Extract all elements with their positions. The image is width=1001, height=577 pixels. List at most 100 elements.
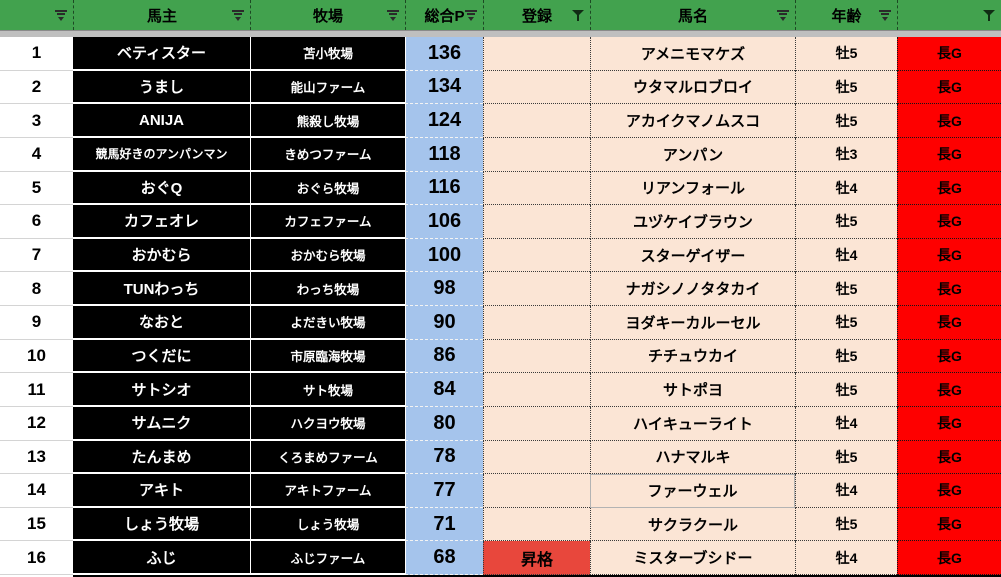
filter-button[interactable] [571, 9, 585, 21]
row-number-cell[interactable]: 8 [0, 272, 73, 306]
grade-cell[interactable]: 長G [897, 205, 1001, 239]
owner-cell[interactable]: アキト [73, 474, 250, 508]
farm-cell[interactable]: くろまめファーム [250, 440, 405, 475]
row-number-cell[interactable]: 13 [0, 440, 73, 475]
age-cell[interactable]: 牡4 [795, 474, 897, 508]
farm-cell[interactable]: 市原臨海牧場 [250, 339, 405, 374]
farm-cell[interactable]: おぐら牧場 [250, 171, 405, 206]
row-number-cell[interactable]: 12 [0, 406, 73, 441]
horse-name-cell[interactable]: ミスターブシドー [590, 541, 795, 575]
registration-cell[interactable] [483, 339, 590, 374]
row-number-cell[interactable]: 6 [0, 205, 73, 239]
grade-cell[interactable]: 長G [897, 373, 1001, 407]
age-cell[interactable]: 牡4 [795, 406, 897, 441]
horse-name-cell[interactable]: ナガシノノタタカイ [590, 272, 795, 306]
row-number-cell[interactable]: 16 [0, 541, 73, 575]
row-number-cell[interactable]: 10 [0, 339, 73, 374]
owner-cell[interactable]: つくだに [73, 339, 250, 374]
farm-cell[interactable]: 熊殺し牧場 [250, 104, 405, 138]
points-cell[interactable]: 86 [405, 339, 483, 374]
grade-cell[interactable]: 長G [897, 37, 1001, 71]
farm-cell[interactable]: 苫小牧場 [250, 37, 405, 71]
points-cell[interactable]: 77 [405, 474, 483, 508]
horse-name-cell[interactable]: ハイキューライト [590, 406, 795, 441]
farm-cell[interactable]: アキトファーム [250, 474, 405, 508]
registration-cell[interactable] [483, 70, 590, 105]
row-number-cell[interactable]: 7 [0, 238, 73, 273]
horse-name-cell[interactable]: サクラクール [590, 507, 795, 542]
registration-cell[interactable] [483, 474, 590, 508]
age-cell[interactable]: 牡5 [795, 306, 897, 340]
row-number-cell[interactable]: 4 [0, 137, 73, 172]
age-cell[interactable]: 牡3 [795, 137, 897, 172]
age-cell[interactable]: 牡5 [795, 70, 897, 105]
grade-cell[interactable]: 長G [897, 507, 1001, 542]
registration-cell[interactable] [483, 137, 590, 172]
horse-name-cell[interactable]: アメニモマケズ [590, 37, 795, 71]
owner-cell[interactable]: うまし [73, 70, 250, 105]
row-number-cell[interactable]: 3 [0, 104, 73, 138]
registration-cell[interactable] [483, 507, 590, 542]
owner-cell[interactable]: おぐQ [73, 171, 250, 206]
age-cell[interactable]: 牡5 [795, 507, 897, 542]
farm-cell[interactable]: おかむら牧場 [250, 238, 405, 273]
registration-cell[interactable] [483, 171, 590, 206]
points-cell[interactable]: 136 [405, 37, 483, 71]
row-number-cell[interactable]: 15 [0, 507, 73, 542]
horse-name-cell[interactable]: リアンフォール [590, 171, 795, 206]
horse-name-cell[interactable]: ユヅケイブラウン [590, 205, 795, 239]
row-number-cell[interactable]: 5 [0, 171, 73, 206]
points-cell[interactable]: 98 [405, 272, 483, 306]
age-cell[interactable]: 牡4 [795, 238, 897, 273]
age-cell[interactable]: 牡5 [795, 373, 897, 407]
owner-cell[interactable]: ANIJA [73, 104, 250, 138]
age-cell[interactable]: 牡5 [795, 272, 897, 306]
farm-cell[interactable]: きめつファーム [250, 137, 405, 172]
owner-cell[interactable]: 競馬好きのアンパンマン [73, 137, 250, 172]
horse-name-cell[interactable]: ヨダキーカルーセル [590, 306, 795, 340]
row-number-cell[interactable]: 14 [0, 474, 73, 508]
owner-cell[interactable]: カフェオレ [73, 205, 250, 239]
farm-cell[interactable]: 能山ファーム [250, 70, 405, 105]
farm-cell[interactable]: カフェファーム [250, 205, 405, 239]
row-number-cell[interactable]: 9 [0, 306, 73, 340]
farm-cell[interactable]: しょう牧場 [250, 507, 405, 542]
age-cell[interactable]: 牡5 [795, 339, 897, 374]
filter-button[interactable] [464, 9, 478, 21]
farm-cell[interactable]: サト牧場 [250, 373, 405, 407]
horse-name-cell[interactable]: サトポヨ [590, 373, 795, 407]
owner-cell[interactable]: ふじ [73, 541, 250, 575]
registration-cell[interactable] [483, 440, 590, 475]
owner-cell[interactable]: TUNわっち [73, 272, 250, 306]
filter-button[interactable] [386, 9, 400, 21]
owner-cell[interactable]: サトシオ [73, 373, 250, 407]
registration-cell[interactable] [483, 373, 590, 407]
filter-button[interactable] [982, 9, 996, 21]
filter-button[interactable] [231, 9, 245, 21]
age-cell[interactable]: 牡4 [795, 541, 897, 575]
points-cell[interactable]: 80 [405, 406, 483, 441]
owner-cell[interactable]: なおと [73, 306, 250, 340]
owner-cell[interactable]: たんまめ [73, 440, 250, 475]
owner-cell[interactable]: おかむら [73, 238, 250, 273]
points-cell[interactable]: 116 [405, 171, 483, 206]
registration-cell[interactable] [483, 306, 590, 340]
age-cell[interactable]: 牡4 [795, 171, 897, 206]
owner-cell[interactable]: ベティスター [73, 37, 250, 71]
row-number-cell[interactable]: 2 [0, 70, 73, 105]
registration-cell[interactable] [483, 238, 590, 273]
grade-cell[interactable]: 長G [897, 70, 1001, 105]
points-cell[interactable]: 78 [405, 440, 483, 475]
registration-cell[interactable]: 昇格 [483, 541, 590, 575]
points-cell[interactable]: 124 [405, 104, 483, 138]
horse-name-cell[interactable]: ハナマルキ [590, 440, 795, 475]
farm-cell[interactable]: ハクヨウ牧場 [250, 406, 405, 441]
points-cell[interactable]: 68 [405, 541, 483, 575]
points-cell[interactable]: 106 [405, 205, 483, 239]
horse-name-cell[interactable]: ファーウェル [590, 474, 795, 508]
grade-cell[interactable]: 長G [897, 104, 1001, 138]
registration-cell[interactable] [483, 205, 590, 239]
owner-cell[interactable]: しょう牧場 [73, 507, 250, 542]
points-cell[interactable]: 118 [405, 137, 483, 172]
points-cell[interactable]: 100 [405, 238, 483, 273]
